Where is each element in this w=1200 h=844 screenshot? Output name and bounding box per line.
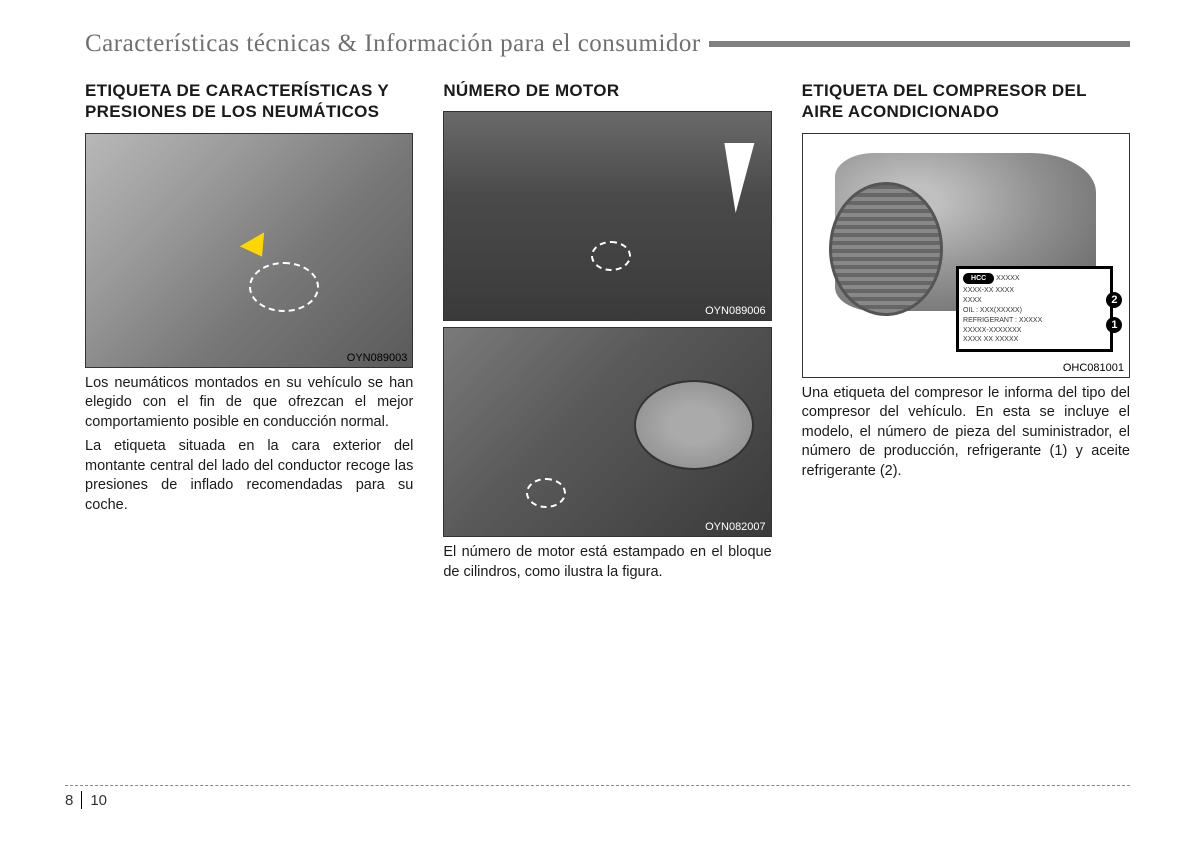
col1-title: ETIQUETA DE CARACTERÍSTICAS Y PRESIONES …	[85, 80, 413, 123]
fig4-hcc-badge: HCC	[963, 273, 994, 285]
col2-title: NÚMERO DE MOTOR	[443, 80, 771, 101]
page-header: Características técnicas & Información p…	[85, 30, 1130, 58]
fig4-label-line6: XXXXX-XXXXXXX	[963, 327, 1021, 334]
fig4-label-line5: REFRIGERANT : XXXXX	[963, 317, 1042, 324]
page-footer: 8 10	[65, 785, 1130, 809]
fig1-highlight-circle	[249, 262, 319, 312]
content-area: ETIQUETA DE CARACTERÍSTICAS Y PRESIONES …	[85, 80, 1130, 587]
fig4-pulley	[829, 182, 943, 316]
col1-figure-code: OYN089003	[347, 352, 408, 364]
col3-title: ETIQUETA DEL COMPRESOR DEL AIRE ACONDICI…	[802, 80, 1130, 123]
fig4-callout-1: 1	[1106, 317, 1122, 333]
col2-fig2-code: OYN082007	[705, 521, 766, 533]
fig4-label-line4: OIL : XXX(XXXXX)	[963, 307, 1022, 314]
fig2-highlight-circle	[591, 241, 631, 271]
fig4-callout-2: 2	[1106, 292, 1122, 308]
col1-para1: Los neumáticos montados en su vehículo s…	[85, 374, 413, 433]
col2-fig1-code: OYN089006	[705, 305, 766, 317]
col1-figure: OYN089003	[85, 133, 413, 368]
fig4-label-line1: XXXXX	[996, 275, 1019, 282]
fig4-image: HCC XXXXX XXXX-XX XXXX XXXX OIL : XXX(XX…	[803, 134, 1129, 377]
col2-para1: El número de motor está estampado en el …	[443, 543, 771, 582]
fig1-image	[86, 134, 412, 367]
column-2: NÚMERO DE MOTOR ■ Motor de gasolina OYN0…	[443, 80, 771, 587]
page-number: 8 10	[65, 791, 1130, 809]
col2-figure1: ■ Motor de gasolina OYN089006	[443, 111, 771, 321]
fig2-image	[444, 112, 770, 320]
fig2-callout-icon	[705, 143, 754, 213]
page-section-num: 8	[65, 792, 81, 809]
fig4-label-line3: XXXX	[963, 297, 982, 304]
fig4-label-box: HCC XXXXX XXXX-XX XXXX XXXX OIL : XXX(XX…	[956, 266, 1113, 353]
col3-figure: HCC XXXXX XXXX-XX XXXX XXXX OIL : XXX(XX…	[802, 133, 1130, 378]
column-1: ETIQUETA DE CARACTERÍSTICAS Y PRESIONES …	[85, 80, 413, 587]
col3-para1: Una etiqueta del compresor le informa de…	[802, 384, 1130, 482]
col2-figure2: ■ Motor diesel OYN082007	[443, 327, 771, 537]
fig3-image	[444, 328, 770, 536]
fig1-arrow-icon	[240, 233, 274, 264]
col3-figure-code: OHC081001	[1063, 362, 1124, 374]
header-line	[709, 41, 1130, 47]
fig4-label-line7: XXXX XX XXXXX	[963, 336, 1018, 343]
fig4-label-line2: XXXX-XX XXXX	[963, 287, 1014, 294]
page-num: 10	[82, 792, 107, 809]
col1-para2: La etiqueta situada en la cara exterior …	[85, 437, 413, 515]
fig3-callout-icon	[634, 380, 754, 470]
header-title: Características técnicas & Información p…	[85, 30, 701, 58]
fig3-highlight-circle	[526, 478, 566, 508]
column-3: ETIQUETA DEL COMPRESOR DEL AIRE ACONDICI…	[802, 80, 1130, 587]
